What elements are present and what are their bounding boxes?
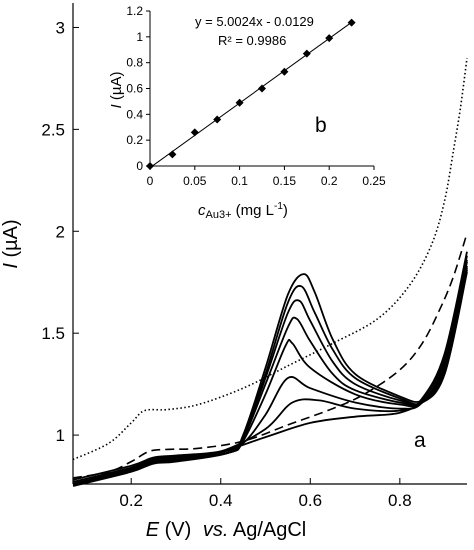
main-series-group — [72, 57, 468, 487]
inset-y-tick-label: 0.8 — [126, 56, 143, 70]
inset-data-point — [280, 67, 289, 76]
main-y-tick-label: 1 — [56, 426, 65, 445]
inset-x-ticks: 0 0.05 0.1 0.15 0.2 0.25 — [147, 166, 386, 188]
main-series-solid-line — [72, 255, 468, 483]
inset-plot: 0 0.05 0.1 0.15 0.2 0.25 0 0.2 0.4 0.6 0.8 1 1.2 y … — [108, 4, 386, 221]
main-series-solid-line — [72, 267, 468, 485]
inset-x-axis-label: cAu3+ (mg L-1) — [198, 201, 288, 221]
main-series-solid-line — [72, 251, 468, 481]
main-x-tick-label: 0.4 — [209, 491, 233, 510]
main-plot: 0.2 0.4 0.6 0.8 1 1.5 2 2.5 3 a E (V) vs. Ag/Ag… — [0, 3, 468, 541]
main-series-solid-line — [72, 269, 468, 486]
inset-x-tick-label: 0.2 — [321, 174, 338, 188]
main-x-ticks: 0.2 0.4 0.6 0.8 — [119, 478, 412, 510]
inset-data-point — [190, 128, 199, 137]
main-y-tick-label: 3 — [56, 18, 65, 37]
inset-y-tick-label: 0 — [136, 159, 143, 173]
inset-equation: y = 5.0024x - 0.0129 — [195, 14, 314, 29]
main-series-dotted-line — [72, 57, 468, 461]
inset-data-point — [302, 49, 311, 58]
inset-y-tick-label: 0.4 — [126, 107, 143, 121]
main-series-dashed-line — [72, 233, 468, 479]
inset-fit-line — [149, 21, 352, 169]
inset-data-point — [213, 115, 222, 124]
inset-y-axis-label: I (µA) — [108, 72, 125, 109]
inset-data-point — [146, 162, 154, 170]
main-series-solid-line — [72, 265, 468, 485]
inset-x-tick-label: 0.05 — [183, 174, 207, 188]
inset-y-ticks: 0 0.2 0.4 0.6 0.8 1 1.2 — [126, 4, 150, 173]
main-series-solid-line — [72, 271, 468, 487]
inset-x-tick-label: 0.1 — [231, 174, 248, 188]
main-y-tick-label: 1.5 — [41, 324, 65, 343]
inset-data-point — [347, 18, 356, 27]
main-annotation-a: a — [414, 429, 426, 452]
inset-x-tick-label: 0.15 — [273, 174, 297, 188]
main-y-axis-label: I (µA) — [0, 219, 22, 268]
inset-x-tick-label: 0.25 — [362, 174, 386, 188]
inset-y-tick-label: 0.2 — [126, 133, 143, 147]
main-x-tick-label: 0.8 — [388, 491, 412, 510]
main-x-tick-label: 0.6 — [298, 491, 322, 510]
inset-data-point — [325, 34, 334, 43]
inset-r-squared: R² = 0.9986 — [218, 33, 286, 48]
main-y-ticks: 1 1.5 2 2.5 3 — [41, 18, 79, 445]
inset-data-point — [168, 150, 177, 159]
main-y-tick-label: 2 — [56, 222, 65, 241]
inset-data-point — [235, 98, 244, 107]
main-y-tick-label: 2.5 — [41, 120, 65, 139]
inset-panel-label-b: b — [315, 114, 327, 137]
main-x-axis-label: E (V) vs. Ag/AgCl — [146, 519, 307, 541]
inset-points — [146, 18, 356, 170]
inset-y-tick-label: 0.6 — [126, 82, 143, 96]
inset-data-point — [258, 84, 266, 93]
inset-y-tick-label: 1 — [136, 30, 143, 44]
inset-x-tick-label: 0 — [147, 174, 154, 188]
inset-y-tick-label: 1.2 — [126, 4, 143, 18]
main-x-tick-label: 0.2 — [119, 491, 143, 510]
